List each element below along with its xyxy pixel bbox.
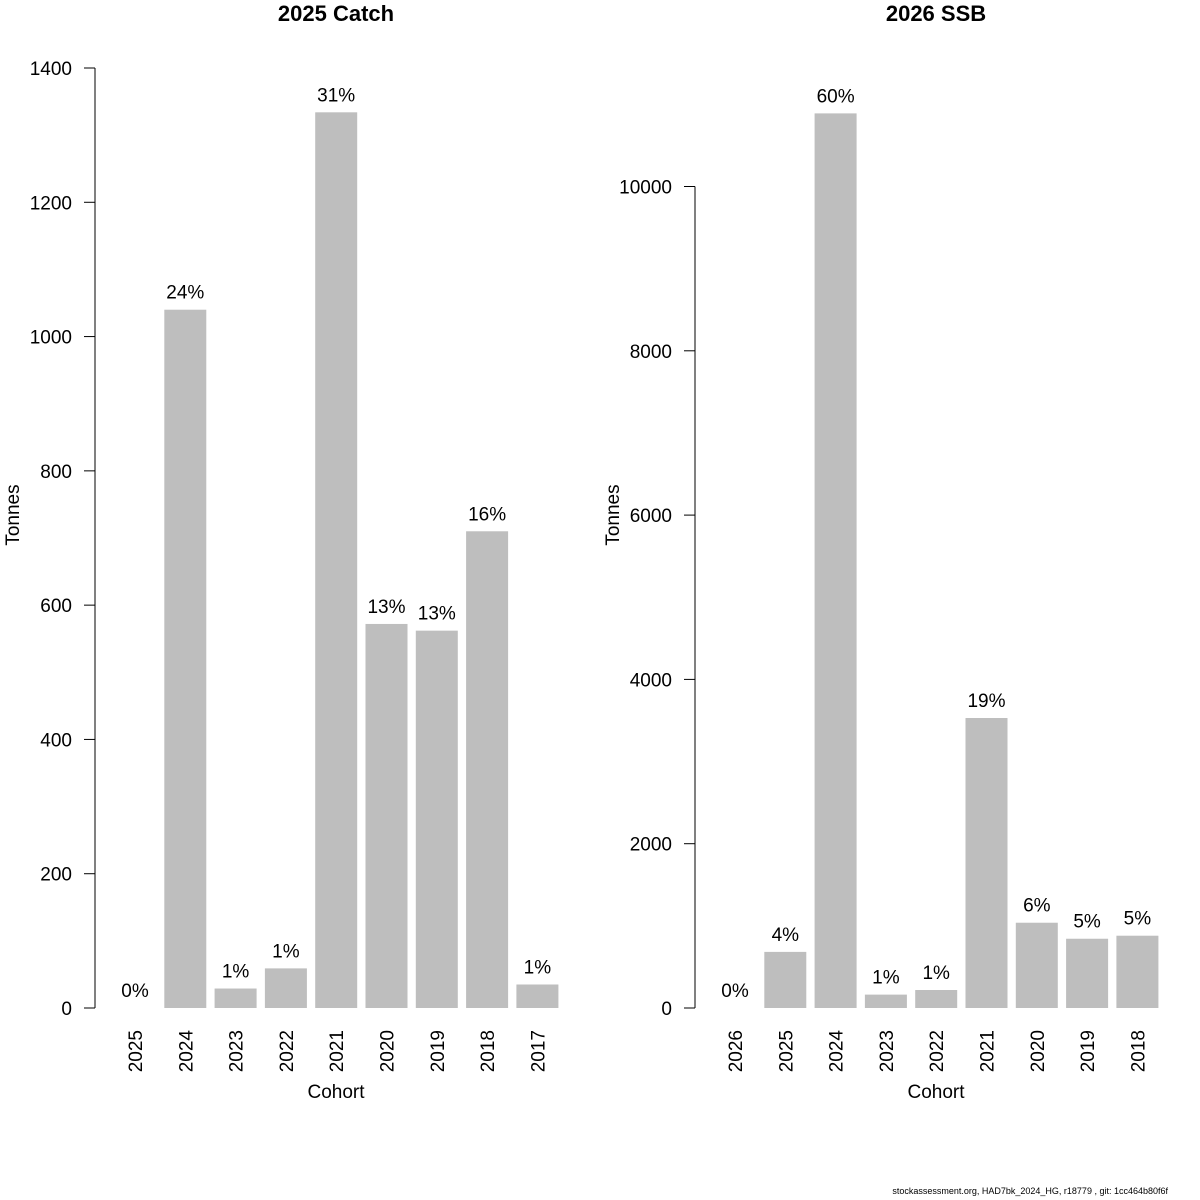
y-tick-label: 1400 bbox=[30, 59, 72, 80]
x-tick-label-2021: 2021 bbox=[327, 1030, 348, 1072]
x-axis-label: Cohort bbox=[907, 1082, 965, 1103]
value-label-2022: 1% bbox=[922, 963, 950, 984]
value-label-2023: 1% bbox=[872, 968, 900, 989]
value-label-2020: 6% bbox=[1023, 896, 1051, 917]
y-axis-label: Tonnes bbox=[603, 484, 624, 545]
bar-2023 bbox=[214, 988, 257, 1008]
chart-title: 2026 SSB bbox=[886, 1, 986, 26]
value-label-2020: 13% bbox=[367, 597, 405, 618]
value-label-2024: 24% bbox=[166, 283, 204, 304]
y-tick-label: 10000 bbox=[619, 178, 672, 199]
x-tick-label-2026: 2026 bbox=[726, 1030, 747, 1072]
bar-2024 bbox=[164, 309, 207, 1008]
x-tick-label-2022: 2022 bbox=[277, 1030, 298, 1072]
value-label-2021: 19% bbox=[967, 691, 1005, 712]
bar-2020 bbox=[365, 623, 408, 1008]
x-tick-label-2025: 2025 bbox=[126, 1030, 147, 1072]
x-tick-label-2024: 2024 bbox=[827, 1030, 848, 1073]
bar-2023 bbox=[864, 994, 907, 1008]
x-tick-label-2020: 2020 bbox=[1028, 1030, 1049, 1072]
value-label-2017: 1% bbox=[524, 958, 552, 979]
bar-2018 bbox=[1116, 935, 1159, 1008]
x-axis-label: Cohort bbox=[307, 1082, 365, 1103]
value-label-2023: 1% bbox=[222, 962, 250, 983]
x-tick-label-2020: 2020 bbox=[378, 1030, 399, 1072]
y-tick-label: 800 bbox=[40, 462, 72, 483]
x-tick-label-2019: 2019 bbox=[428, 1030, 449, 1072]
x-tick-label-2019: 2019 bbox=[1078, 1030, 1099, 1072]
value-label-2019: 5% bbox=[1073, 912, 1101, 933]
value-label-2019: 13% bbox=[418, 604, 456, 625]
x-tick-label-2017: 2017 bbox=[528, 1030, 549, 1072]
y-tick-label: 4000 bbox=[630, 670, 672, 691]
y-tick-label: 0 bbox=[661, 999, 672, 1020]
value-label-2025: 4% bbox=[772, 925, 800, 946]
x-tick-label-2025: 2025 bbox=[776, 1030, 797, 1072]
value-label-2021: 31% bbox=[317, 85, 355, 106]
y-axis-label: Tonnes bbox=[3, 484, 24, 545]
y-tick-label: 0 bbox=[61, 999, 72, 1020]
bar-2019 bbox=[415, 630, 458, 1008]
x-tick-label-2022: 2022 bbox=[927, 1030, 948, 1072]
y-tick-label: 1200 bbox=[30, 193, 72, 214]
y-tick-label: 200 bbox=[40, 865, 72, 886]
value-label-2018: 16% bbox=[468, 504, 506, 525]
value-label-2022: 1% bbox=[272, 941, 300, 962]
bar-2020 bbox=[1015, 922, 1058, 1008]
value-label-2026: 0% bbox=[721, 981, 749, 1002]
y-tick-label: 400 bbox=[40, 730, 72, 751]
value-label-2024: 60% bbox=[817, 86, 855, 107]
y-tick-label: 2000 bbox=[630, 835, 672, 856]
chart-title: 2025 Catch bbox=[278, 1, 394, 26]
x-tick-label-2023: 2023 bbox=[227, 1030, 248, 1072]
value-label-2018: 5% bbox=[1124, 909, 1152, 930]
chart-panel-1: 2025 Catch 0 200 400 600 800 1000 1200 1400 Tonne… bbox=[3, 1, 559, 1103]
bar-2024 bbox=[814, 113, 857, 1009]
x-tick-label-2024: 2024 bbox=[176, 1030, 197, 1073]
bar-2022 bbox=[264, 968, 307, 1008]
y-tick-label: 600 bbox=[40, 596, 72, 617]
bar-2017 bbox=[516, 984, 559, 1008]
x-tick-label-2018: 2018 bbox=[1128, 1030, 1149, 1072]
x-tick-label-2023: 2023 bbox=[877, 1030, 898, 1072]
y-tick-label: 6000 bbox=[630, 506, 672, 527]
bar-2022 bbox=[915, 990, 958, 1008]
chart-panel-2: 2026 SSB 0 2000 4000 6000 8000 10000 Tonnes 0% 20… bbox=[603, 1, 1159, 1103]
value-label-2025: 0% bbox=[121, 981, 149, 1002]
footer-text: stockassessment.org, HAD7bk_2024_HG, r18… bbox=[892, 1186, 1168, 1196]
x-tick-label-2018: 2018 bbox=[478, 1030, 499, 1072]
x-tick-label-2021: 2021 bbox=[978, 1030, 999, 1072]
bar-2025 bbox=[764, 951, 807, 1008]
bar-2021 bbox=[965, 718, 1008, 1008]
bar-2019 bbox=[1066, 938, 1109, 1008]
y-tick-label: 1000 bbox=[30, 328, 72, 349]
bar-2021 bbox=[315, 112, 358, 1009]
y-tick-label: 8000 bbox=[630, 342, 672, 363]
bar-2018 bbox=[466, 531, 509, 1008]
